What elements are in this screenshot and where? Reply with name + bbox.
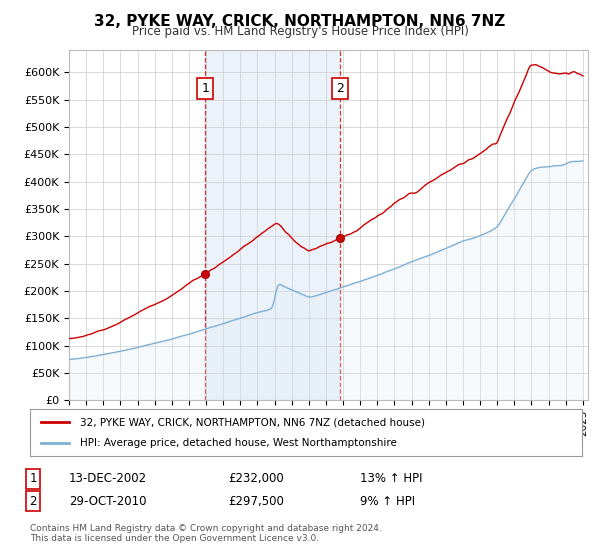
Text: 13% ↑ HPI: 13% ↑ HPI [360, 472, 422, 486]
Text: 2: 2 [29, 494, 37, 508]
Text: 2: 2 [336, 82, 344, 95]
Text: 32, PYKE WAY, CRICK, NORTHAMPTON, NN6 7NZ: 32, PYKE WAY, CRICK, NORTHAMPTON, NN6 7N… [94, 14, 506, 29]
Text: 13-DEC-2002: 13-DEC-2002 [69, 472, 147, 486]
Text: £232,000: £232,000 [228, 472, 284, 486]
Text: 1: 1 [29, 472, 37, 486]
Bar [205, 50, 340, 400]
Text: 9% ↑ HPI: 9% ↑ HPI [360, 494, 415, 508]
Text: 1: 1 [201, 82, 209, 95]
Text: 32, PYKE WAY, CRICK, NORTHAMPTON, NN6 7NZ (detached house): 32, PYKE WAY, CRICK, NORTHAMPTON, NN6 7N… [80, 417, 425, 427]
Text: 29-OCT-2010: 29-OCT-2010 [69, 494, 146, 508]
Text: Contains HM Land Registry data © Crown copyright and database right 2024.
This d: Contains HM Land Registry data © Crown c… [30, 524, 382, 543]
Text: HPI: Average price, detached house, West Northamptonshire: HPI: Average price, detached house, West… [80, 438, 397, 448]
Text: £297,500: £297,500 [228, 494, 284, 508]
Text: Price paid vs. HM Land Registry's House Price Index (HPI): Price paid vs. HM Land Registry's House … [131, 25, 469, 38]
